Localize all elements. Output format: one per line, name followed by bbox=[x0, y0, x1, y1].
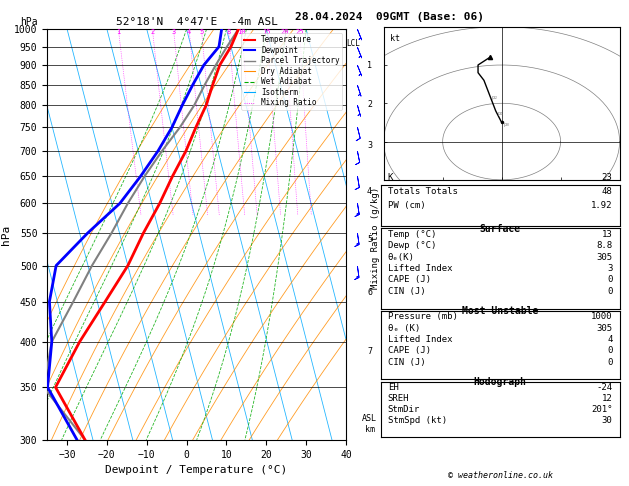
Text: hPa: hPa bbox=[20, 17, 38, 27]
Text: 0: 0 bbox=[607, 287, 613, 296]
Text: CIN (J): CIN (J) bbox=[387, 358, 425, 366]
Text: PW (cm): PW (cm) bbox=[387, 201, 425, 210]
Text: 1.92: 1.92 bbox=[591, 201, 613, 210]
Text: Surface: Surface bbox=[479, 224, 521, 234]
Text: 1: 1 bbox=[367, 61, 372, 70]
Text: θₑ (K): θₑ (K) bbox=[387, 324, 420, 332]
Text: ASL: ASL bbox=[362, 414, 377, 423]
Text: 305: 305 bbox=[596, 253, 613, 261]
Text: StmDir: StmDir bbox=[387, 405, 420, 414]
Text: 5: 5 bbox=[199, 29, 204, 35]
Text: 8.8: 8.8 bbox=[596, 241, 613, 250]
Text: 5: 5 bbox=[367, 235, 372, 244]
Text: 3: 3 bbox=[171, 29, 175, 35]
Text: 201°: 201° bbox=[591, 405, 613, 414]
Text: 0: 0 bbox=[607, 276, 613, 284]
Text: 305: 305 bbox=[596, 324, 613, 332]
Text: Totals Totals: Totals Totals bbox=[387, 187, 457, 196]
Text: p₀: p₀ bbox=[503, 122, 510, 127]
Text: CAPE (J): CAPE (J) bbox=[387, 276, 431, 284]
Text: 7: 7 bbox=[367, 347, 372, 356]
Text: CIN (J): CIN (J) bbox=[387, 287, 425, 296]
Text: Dewp (°C): Dewp (°C) bbox=[387, 241, 436, 250]
Text: 10: 10 bbox=[238, 29, 246, 35]
Text: 4: 4 bbox=[367, 187, 372, 196]
Text: EH: EH bbox=[387, 382, 398, 392]
Text: 15: 15 bbox=[262, 29, 271, 35]
Text: 3: 3 bbox=[607, 264, 613, 273]
Text: Pressure (mb): Pressure (mb) bbox=[387, 312, 457, 321]
Text: 48: 48 bbox=[602, 187, 613, 196]
Text: Temp (°C): Temp (°C) bbox=[387, 230, 436, 239]
Y-axis label: hPa: hPa bbox=[1, 225, 11, 244]
Text: 0: 0 bbox=[607, 358, 613, 366]
Text: 20: 20 bbox=[281, 29, 289, 35]
Text: km: km bbox=[365, 425, 374, 434]
Text: 4: 4 bbox=[607, 335, 613, 344]
Text: © weatheronline.co.uk: © weatheronline.co.uk bbox=[448, 471, 552, 480]
Text: -24: -24 bbox=[596, 382, 613, 392]
Text: 13: 13 bbox=[602, 230, 613, 239]
Text: 2: 2 bbox=[367, 100, 372, 109]
Text: SREH: SREH bbox=[387, 394, 409, 403]
Text: 12: 12 bbox=[602, 394, 613, 403]
Text: 1000: 1000 bbox=[591, 312, 613, 321]
Text: Most Unstable: Most Unstable bbox=[462, 306, 538, 316]
Text: 28.04.2024  09GMT (Base: 06): 28.04.2024 09GMT (Base: 06) bbox=[296, 12, 484, 22]
Text: 25: 25 bbox=[296, 29, 304, 35]
Text: 3: 3 bbox=[367, 141, 372, 151]
Text: 1: 1 bbox=[116, 29, 121, 35]
Text: StmSpd (kt): StmSpd (kt) bbox=[387, 416, 447, 425]
Text: 30: 30 bbox=[602, 416, 613, 425]
X-axis label: Dewpoint / Temperature (°C): Dewpoint / Temperature (°C) bbox=[106, 465, 287, 475]
Text: p₂: p₂ bbox=[492, 95, 498, 101]
Text: CAPE (J): CAPE (J) bbox=[387, 346, 431, 355]
Text: 0: 0 bbox=[607, 346, 613, 355]
Text: 2: 2 bbox=[150, 29, 155, 35]
Text: Mixing Ratio (g/kg): Mixing Ratio (g/kg) bbox=[371, 187, 380, 289]
Title: 52°18'N  4°47'E  -4m ASL: 52°18'N 4°47'E -4m ASL bbox=[116, 17, 277, 27]
Legend: Temperature, Dewpoint, Parcel Trajectory, Dry Adiabat, Wet Adiabat, Isotherm, Mi: Temperature, Dewpoint, Parcel Trajectory… bbox=[242, 33, 342, 110]
Text: p₁: p₁ bbox=[498, 111, 504, 116]
Text: θₑ(K): θₑ(K) bbox=[387, 253, 415, 261]
Text: Lifted Index: Lifted Index bbox=[387, 264, 452, 273]
Text: LCL: LCL bbox=[347, 38, 360, 48]
Text: 23: 23 bbox=[602, 174, 613, 182]
Text: kt: kt bbox=[389, 35, 399, 43]
Text: 4: 4 bbox=[187, 29, 191, 35]
Text: Hodograph: Hodograph bbox=[474, 377, 526, 386]
Text: Lifted Index: Lifted Index bbox=[387, 335, 452, 344]
Text: K: K bbox=[387, 174, 393, 182]
Text: 8: 8 bbox=[226, 29, 231, 35]
Text: 6: 6 bbox=[367, 288, 372, 297]
